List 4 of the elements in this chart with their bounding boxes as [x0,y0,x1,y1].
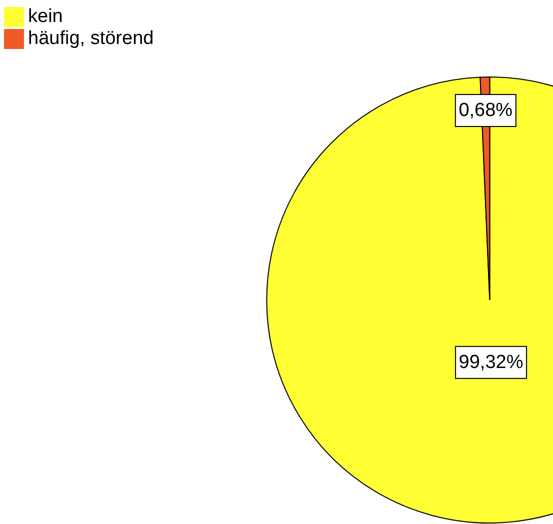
data-label: 0,68% [458,100,513,121]
data-label: 99,32% [458,352,524,373]
legend-label: kein [28,6,63,27]
legend-label: häufig, störend [28,28,154,49]
